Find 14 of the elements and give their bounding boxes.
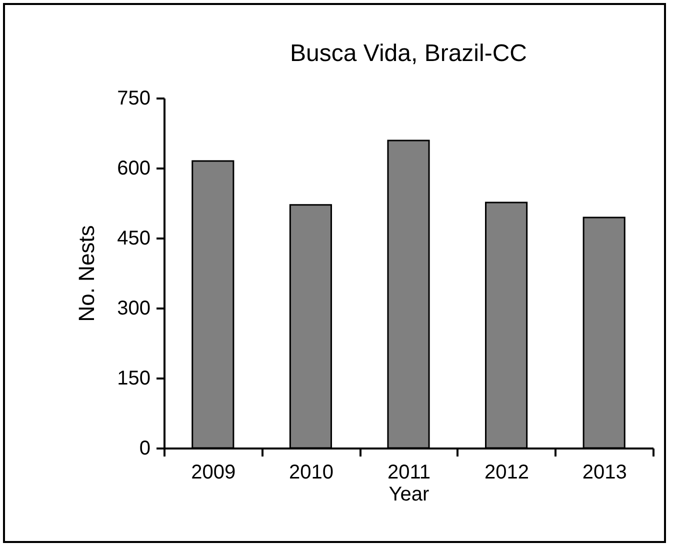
x-tick-label: 2009 [191, 462, 236, 484]
y-tick-label: 0 [139, 438, 150, 460]
y-tick-label: 300 [117, 298, 150, 320]
x-tick-label: 2012 [484, 462, 530, 484]
x-axis-title: Year [388, 484, 430, 506]
y-axis-title: No. Nests [74, 225, 100, 322]
y-tick-label: 450 [117, 228, 150, 250]
y-tick-label: 600 [117, 158, 150, 180]
x-tick-label: 2013 [582, 462, 627, 484]
y-tick-label: 150 [117, 368, 150, 390]
x-tick-label: 2011 [387, 462, 431, 484]
x-tick-label: 2010 [288, 462, 334, 484]
y-tick-label: 750 [117, 88, 150, 110]
chart-title: Busca Vida, Brazil-CC [290, 40, 527, 67]
